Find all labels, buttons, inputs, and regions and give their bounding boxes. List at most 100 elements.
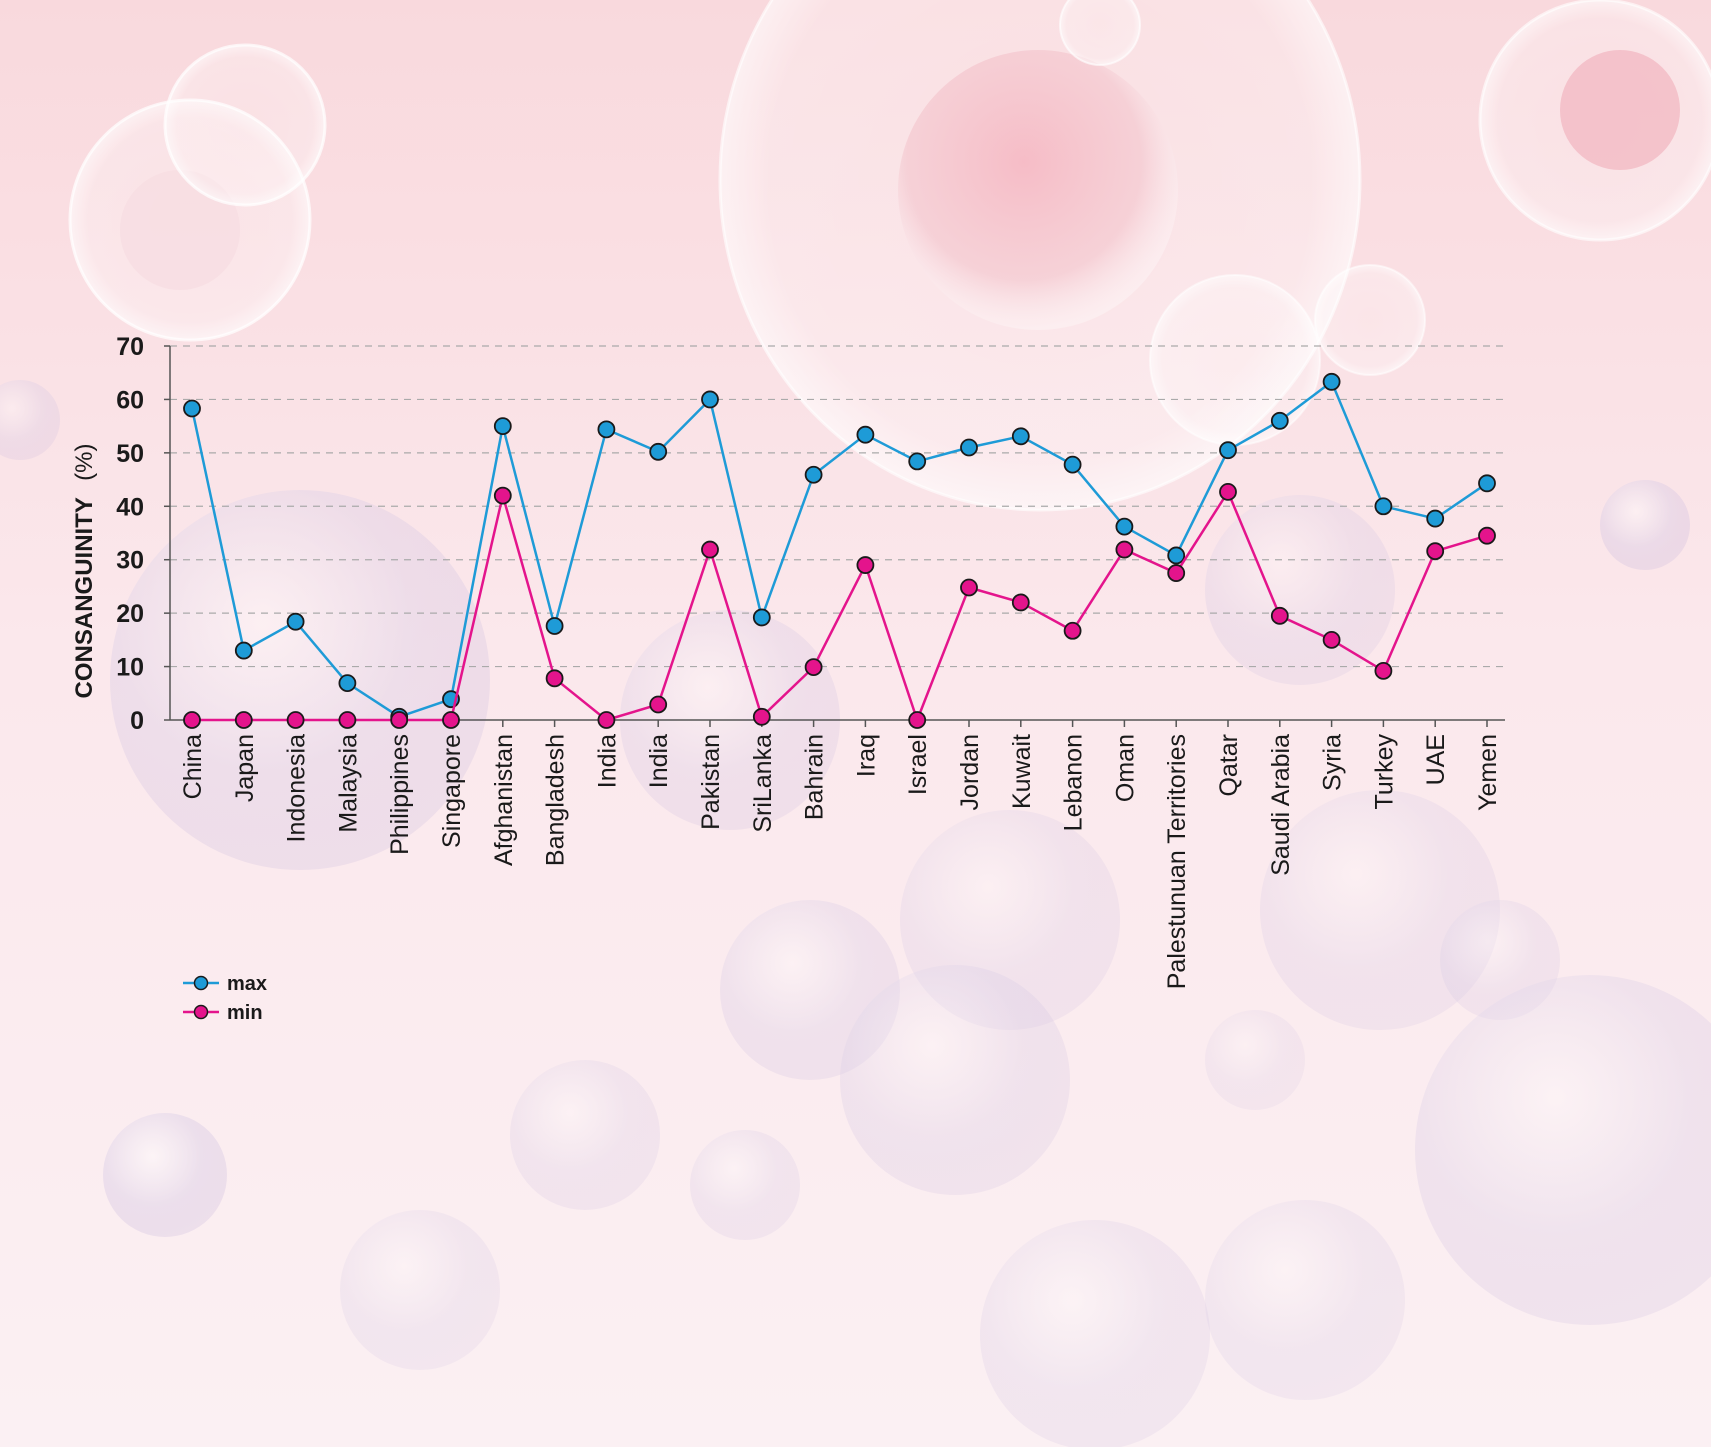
y-tick-label-70: 70 (116, 333, 144, 361)
y-tick-label-40: 40 (116, 493, 144, 521)
point-max (1322, 372, 1341, 391)
y-axis-label: CONSANGUINITY (%) (71, 444, 98, 699)
x-tick-label: Bahrain (801, 734, 829, 820)
x-tick-label: SriLanka (749, 734, 777, 833)
x-tick-label: Philippines (386, 734, 414, 855)
point-min (545, 669, 564, 688)
point-min (908, 711, 927, 729)
point-min (856, 556, 875, 574)
x-tick-label: India (593, 734, 621, 788)
point-min (442, 711, 460, 729)
point-max (1478, 474, 1496, 493)
x-tick-label: Kuwait (1008, 734, 1036, 809)
point-min (1167, 564, 1186, 582)
point-min (1478, 526, 1496, 545)
point-max (752, 608, 771, 627)
x-tick-label: India (645, 734, 673, 788)
x-tick-label: Lebanon (1060, 734, 1088, 831)
x-tick-label: Jordan (956, 734, 984, 810)
y-axis-label-unit: (%) (71, 444, 98, 481)
x-tick-label: Syria (1319, 734, 1347, 791)
y-tick-label-30: 30 (116, 547, 144, 575)
series-min (183, 482, 1496, 729)
point-min (1063, 621, 1082, 640)
y-tick-label-60: 60 (116, 386, 144, 414)
point-max (597, 420, 616, 439)
point-min (1322, 630, 1341, 649)
x-tick-label: Israel (904, 734, 932, 795)
x-tick-label: Qatar (1215, 734, 1243, 797)
point-max (1270, 411, 1289, 430)
y-tick-label-20: 20 (116, 600, 144, 628)
point-max (1426, 509, 1445, 528)
legend-item-max: max (183, 973, 267, 995)
point-min (752, 707, 771, 726)
x-tick-label: Iraq (852, 734, 880, 777)
x-tick-label: Afghanistan (490, 734, 518, 866)
y-axis-ticks: 0 10 20 30 40 50 60 70 (116, 333, 170, 735)
series-layer (183, 372, 1496, 729)
legend-item-min: min (183, 1002, 263, 1024)
point-max (1167, 546, 1186, 565)
point-max (960, 438, 978, 457)
x-tick-label: Saudi Arabia (1267, 734, 1295, 876)
series-max (183, 372, 1496, 726)
point-min (960, 578, 978, 597)
point-min (1426, 542, 1445, 561)
x-axis-ticks: China Japan Indonesia Malaysia Philippines Si… (179, 720, 1502, 989)
legend-marker-min (193, 1004, 209, 1020)
point-max (234, 641, 253, 660)
series-line-max (190, 380, 1488, 719)
point-min (338, 711, 357, 729)
point-min (701, 540, 719, 559)
grid-lines (170, 345, 1505, 668)
point-max (1374, 497, 1393, 516)
point-min (390, 711, 409, 729)
point-max (183, 399, 201, 418)
legend-label-min: min (227, 1002, 263, 1024)
x-tick-label: Japan (231, 734, 259, 802)
point-max (545, 617, 564, 635)
x-tick-label: Oman (1111, 734, 1139, 802)
point-min (649, 695, 668, 714)
x-tick-label: Singapore (438, 734, 466, 848)
y-tick-label-50: 50 (116, 440, 144, 468)
point-min (1270, 606, 1289, 625)
x-tick-label: Indonesia (283, 734, 311, 843)
point-max (804, 465, 823, 484)
point-min (234, 711, 253, 729)
point-min (1011, 593, 1030, 612)
point-max (1011, 427, 1030, 446)
point-max (856, 425, 875, 444)
x-tick-label: Pakistan (697, 734, 725, 830)
point-max (1063, 455, 1082, 474)
x-tick-label: China (179, 734, 207, 799)
legend-marker-max (193, 975, 209, 991)
legend: max min (183, 973, 267, 1024)
point-max (493, 417, 512, 436)
point-min (1219, 482, 1237, 501)
point-max (1115, 517, 1134, 536)
point-min (183, 711, 201, 729)
point-min (286, 711, 305, 729)
point-min (1374, 661, 1393, 680)
point-max (338, 674, 357, 693)
point-max (701, 390, 719, 409)
point-min (1115, 540, 1134, 559)
x-tick-label: Yemen (1474, 734, 1502, 811)
x-tick-label: Turkey (1370, 734, 1398, 810)
y-tick-label-0: 0 (130, 707, 144, 735)
point-max (649, 442, 668, 461)
x-tick-label: Malaysia (334, 734, 362, 833)
point-max (1219, 441, 1237, 460)
point-min (597, 711, 616, 729)
series-line-min (192, 490, 1488, 722)
point-min (493, 486, 512, 505)
x-tick-label: UAE (1422, 734, 1450, 785)
y-axis-label-text: CONSANGUINITY (71, 497, 98, 698)
point-max (286, 612, 305, 631)
x-tick-label: Palestunuan Territories (1163, 734, 1191, 989)
point-max (908, 452, 927, 471)
